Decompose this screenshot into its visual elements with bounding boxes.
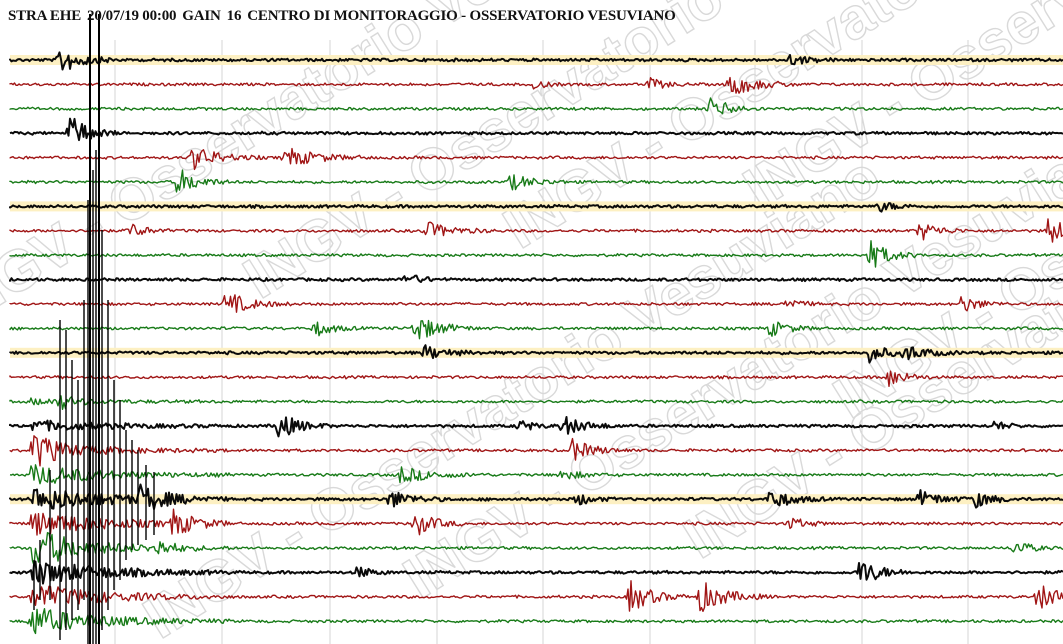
seismic-traces bbox=[9, 51, 1063, 635]
seismic-trace bbox=[9, 483, 1063, 510]
seismic-trace bbox=[9, 202, 1063, 213]
center-name: CENTRO DI MONITORAGGIO - OSSERVATORIO VE… bbox=[247, 8, 676, 24]
seismic-trace bbox=[9, 97, 1063, 115]
seismic-trace bbox=[9, 147, 1063, 171]
seismic-trace bbox=[9, 416, 1063, 438]
gain-value: 16 bbox=[226, 8, 242, 24]
seismic-trace bbox=[9, 344, 1063, 364]
seismic-trace bbox=[9, 274, 1063, 283]
seismic-trace bbox=[9, 608, 1063, 635]
seismic-trace bbox=[9, 319, 1063, 340]
seismic-trace bbox=[9, 464, 1063, 485]
seismic-trace bbox=[9, 218, 1063, 243]
seismic-trace bbox=[9, 560, 1063, 585]
seismic-trace bbox=[9, 370, 1063, 387]
seismic-trace bbox=[9, 169, 1063, 193]
seismic-trace bbox=[9, 51, 1063, 71]
station-code: STRA EHE bbox=[8, 8, 82, 24]
seismic-trace bbox=[9, 117, 1063, 142]
seismic-trace bbox=[9, 435, 1063, 467]
seismic-trace bbox=[9, 294, 1063, 313]
drum-header: STRA EHE 20/07/19 00:00 GAIN 16 CENTRO DI MO… bbox=[8, 8, 682, 25]
seismic-trace bbox=[9, 532, 1063, 566]
gain-label: GAIN bbox=[182, 8, 221, 24]
minute-marks bbox=[33, 14, 155, 644]
seismic-trace bbox=[9, 240, 1063, 268]
seismic-trace bbox=[9, 395, 1063, 410]
time-grid bbox=[114, 40, 969, 644]
date-time: 20/07/19 00:00 bbox=[87, 8, 177, 24]
seismic-trace bbox=[9, 76, 1063, 94]
seismic-trace bbox=[9, 508, 1063, 536]
seismic-trace bbox=[9, 580, 1063, 612]
